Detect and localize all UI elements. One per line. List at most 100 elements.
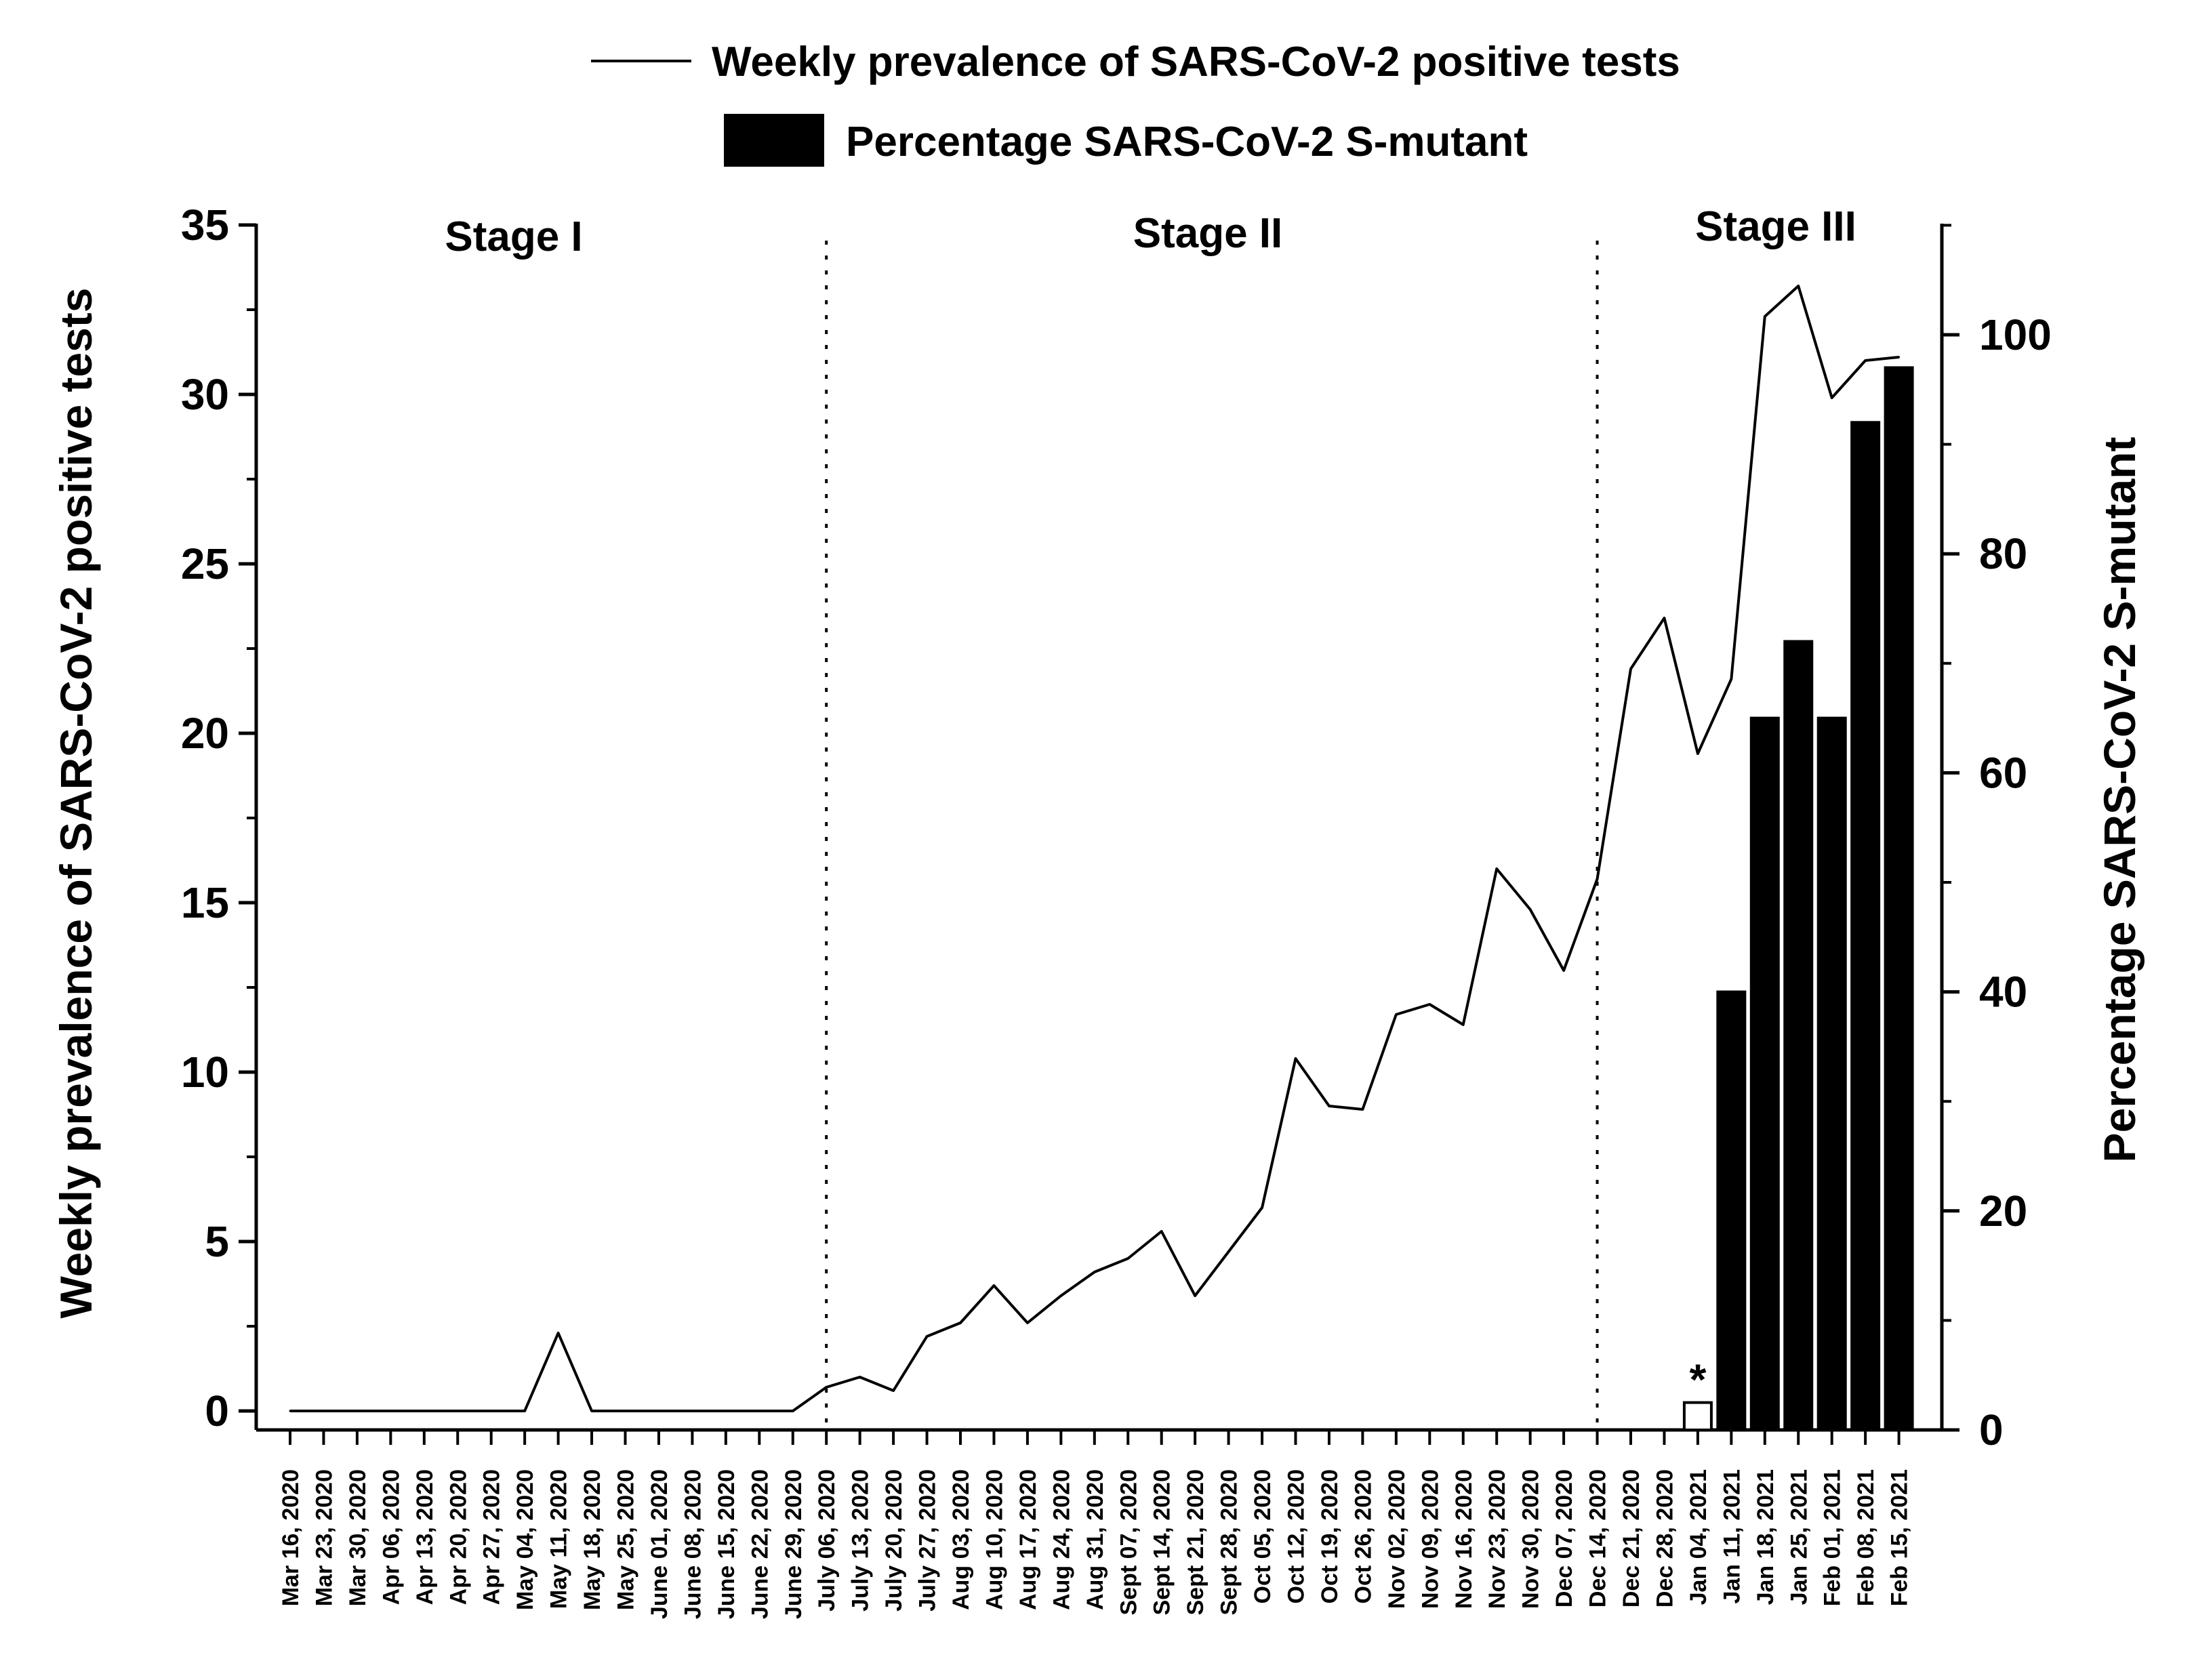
x-tick-label: Oct 26, 2020 (1350, 1469, 1376, 1603)
x-tick-label: Apr 27, 2020 (479, 1469, 505, 1605)
prevalence-point (758, 1410, 760, 1412)
x-tick-label: Sept 07, 2020 (1116, 1469, 1141, 1615)
prevalence-point (792, 1410, 794, 1412)
prevalence-point (1730, 678, 1732, 680)
prevalence-point (1227, 1250, 1230, 1253)
prevalence-point (624, 1410, 626, 1412)
x-tick-label: Jan 18, 2021 (1753, 1469, 1779, 1605)
prevalence-point (557, 1332, 560, 1334)
prevalence-point (1428, 1003, 1431, 1006)
prevalence-point (1864, 359, 1867, 362)
x-tick-label: Feb 15, 2021 (1887, 1469, 1913, 1606)
prevalence-point (490, 1410, 493, 1412)
x-tick-label: Oct 19, 2020 (1317, 1469, 1343, 1603)
prevalence-point (1160, 1230, 1163, 1233)
left-tick-label: 25 (181, 539, 229, 588)
x-tick-label: Sept 28, 2020 (1217, 1469, 1242, 1615)
x-tick-label: July 27, 2020 (915, 1469, 941, 1612)
prevalence-point (1898, 356, 1901, 358)
x-tick-label: Dec 28, 2020 (1652, 1469, 1678, 1607)
x-tick-label: Oct 12, 2020 (1284, 1469, 1309, 1603)
stage-label: Stage III (1695, 203, 1856, 250)
x-tick-label: June 29, 2020 (781, 1469, 807, 1619)
left-tick-label: 5 (205, 1217, 229, 1266)
x-tick-label: Mar 23, 2020 (311, 1469, 337, 1606)
prevalence-point (1596, 878, 1599, 880)
x-tick-label: Nov 16, 2020 (1451, 1469, 1477, 1609)
annotation-asterisk: * (1689, 1355, 1706, 1404)
prevalence-point (1059, 1294, 1062, 1297)
x-tick-label: Sept 21, 2020 (1183, 1469, 1208, 1615)
prevalence-point (1194, 1294, 1196, 1297)
x-tick-label: Aug 31, 2020 (1082, 1469, 1108, 1610)
x-tick-label: Nov 23, 2020 (1484, 1469, 1510, 1609)
left-axis-title: Weekly prevalence of SARS-CoV-2 positive… (51, 288, 101, 1319)
prevalence-point (1026, 1322, 1029, 1324)
prevalence-point (725, 1410, 727, 1412)
x-tick-label: June 15, 2020 (714, 1469, 739, 1619)
x-tick-label: Nov 09, 2020 (1417, 1469, 1443, 1609)
x-tick-label: May 25, 2020 (613, 1469, 639, 1610)
x-tick-label: Jan 04, 2021 (1686, 1469, 1711, 1605)
prevalence-point (1562, 969, 1565, 972)
prevalence-point (926, 1335, 929, 1338)
left-tick-label: 15 (181, 878, 229, 927)
prevalence-point (1629, 668, 1632, 670)
prevalence-point (356, 1410, 359, 1412)
x-tick-label: Nov 02, 2020 (1384, 1469, 1410, 1609)
x-tick-label: Aug 17, 2020 (1015, 1469, 1041, 1610)
x-tick-label: Dec 14, 2020 (1585, 1469, 1611, 1607)
x-tick-label: May 18, 2020 (580, 1469, 605, 1610)
prevalence-point (289, 1410, 291, 1412)
prevalence-point (1797, 285, 1800, 287)
prevalence-point (825, 1386, 828, 1389)
bar (1850, 421, 1881, 1431)
right-tick-label: 60 (1979, 748, 2027, 797)
prevalence-point (1764, 315, 1766, 318)
prevalence-point (1495, 867, 1498, 870)
prevalence-point (657, 1410, 660, 1412)
left-tick-label: 35 (181, 201, 229, 249)
prevalence-point (1395, 1013, 1398, 1016)
prevalence-point (523, 1410, 526, 1412)
prevalence-point (1831, 396, 1833, 399)
x-tick-label: Apr 06, 2020 (378, 1469, 404, 1605)
left-tick-label: 20 (181, 709, 229, 758)
prevalence-point (423, 1410, 426, 1412)
x-tick-label: Aug 24, 2020 (1049, 1469, 1074, 1610)
x-tick-label: Apr 13, 2020 (412, 1469, 438, 1605)
prevalence-point (691, 1410, 693, 1412)
prevalence-point (892, 1389, 895, 1392)
x-tick-label: Mar 30, 2020 (345, 1469, 371, 1606)
right-axis-title: Percentage SARS-CoV-2 S-mutant (2094, 437, 2145, 1163)
prevalence-point (1361, 1108, 1364, 1111)
x-tick-label: Aug 03, 2020 (948, 1469, 974, 1610)
prevalence-point (992, 1284, 995, 1287)
prevalence-point (1126, 1257, 1129, 1260)
left-tick-label: 0 (205, 1387, 229, 1435)
x-tick-label: July 06, 2020 (814, 1469, 840, 1612)
x-tick-label: June 01, 2020 (647, 1469, 672, 1619)
x-tick-label: Aug 10, 2020 (981, 1469, 1007, 1610)
legend-bar-swatch (724, 114, 824, 167)
prevalence-point (1529, 908, 1532, 911)
x-tick-label: Mar 16, 2020 (278, 1469, 304, 1606)
x-tick-label: May 04, 2020 (512, 1469, 538, 1610)
legend: Weekly prevalence of SARS-CoV-2 positive… (591, 39, 1680, 167)
prevalence-point (1663, 617, 1665, 619)
left-tick-label: 10 (181, 1048, 229, 1097)
stage-label: Stage II (1133, 210, 1283, 257)
prevalence-point (1295, 1057, 1297, 1060)
legend-line-label: Weekly prevalence of SARS-CoV-2 positive… (712, 39, 1680, 85)
bar (1716, 990, 1747, 1431)
x-tick-label: Sept 14, 2020 (1150, 1469, 1175, 1615)
right-tick-label: 100 (1979, 310, 2052, 359)
x-tick-label: Feb 08, 2021 (1853, 1469, 1879, 1606)
x-tick-label: July 13, 2020 (848, 1469, 874, 1612)
bar (1682, 1401, 1713, 1432)
x-tick-label: Dec 07, 2020 (1551, 1469, 1577, 1607)
right-tick-label: 0 (1979, 1406, 2004, 1454)
prevalence-point (1093, 1271, 1096, 1273)
x-tick-label: Nov 30, 2020 (1518, 1469, 1544, 1609)
